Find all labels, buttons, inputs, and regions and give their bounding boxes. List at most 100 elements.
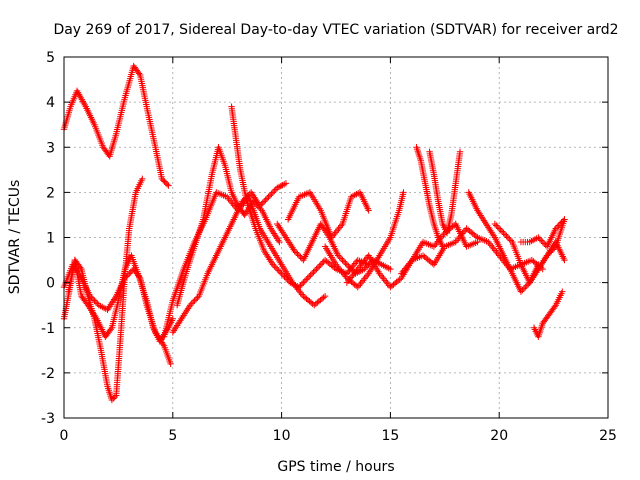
y-tick-label: 1	[46, 231, 55, 247]
data-point	[110, 395, 117, 402]
x-tick-label: 15	[381, 428, 399, 444]
data-point	[88, 294, 95, 301]
series-sat-n	[413, 144, 446, 250]
data-point	[362, 264, 369, 271]
data-point	[429, 260, 436, 267]
data-point	[121, 274, 129, 282]
series-sat-u	[526, 238, 568, 286]
data-point	[278, 270, 285, 277]
data-point	[472, 233, 480, 240]
data-point	[291, 247, 298, 255]
data-point	[111, 393, 118, 401]
tick-layer: 0 5 10 15 20 25 -3 -2 -1 0 1 2 3 4 5	[41, 50, 617, 444]
data-point	[276, 268, 284, 276]
data-point	[523, 282, 530, 289]
data-point	[365, 261, 372, 268]
data-point	[77, 264, 84, 271]
data-point	[301, 277, 309, 285]
data-point	[86, 292, 94, 300]
data-point	[491, 220, 499, 228]
data-point	[266, 192, 274, 199]
series-sat-t	[530, 288, 566, 340]
data-point	[275, 267, 282, 274]
data-point	[343, 261, 351, 268]
data-point	[536, 235, 544, 243]
data-point	[260, 198, 268, 205]
y-tick-label: -1	[41, 321, 55, 337]
data-point	[268, 190, 275, 198]
y-tick-label: -2	[41, 366, 55, 382]
data-point	[295, 283, 303, 291]
data-point	[265, 193, 272, 201]
data-point	[555, 222, 562, 229]
data-point	[242, 195, 249, 202]
data-point	[308, 270, 316, 277]
data-point	[188, 300, 195, 307]
data-point	[339, 256, 346, 264]
data-point	[282, 180, 290, 187]
data-point	[551, 303, 558, 310]
series-sat-a	[60, 62, 172, 189]
data-point	[334, 252, 342, 259]
data-point	[192, 295, 200, 303]
data-point	[92, 298, 100, 306]
data-point	[165, 182, 172, 189]
y-tick-label: 0	[46, 276, 55, 292]
data-point	[559, 217, 567, 225]
series-sat-g	[169, 252, 220, 336]
data-point	[561, 256, 568, 264]
data-point	[126, 270, 133, 277]
data-point	[307, 271, 314, 279]
data-point	[194, 294, 201, 301]
data-point	[540, 240, 548, 247]
data-point	[123, 273, 130, 280]
data-point	[361, 265, 368, 273]
data-point	[558, 219, 565, 226]
data-point	[263, 195, 271, 202]
data-point	[107, 326, 114, 333]
data-point	[292, 249, 300, 256]
data-point	[501, 231, 509, 238]
data-point	[135, 70, 143, 77]
data-point	[313, 265, 320, 273]
data-point	[396, 276, 403, 283]
data-point	[257, 205, 264, 213]
data-point	[269, 261, 277, 268]
data-point	[363, 262, 371, 270]
x-tick-label: 20	[490, 428, 508, 444]
data-point	[108, 396, 116, 404]
series-sat-o	[426, 148, 464, 237]
data-point	[295, 252, 303, 259]
data-point	[400, 189, 407, 196]
data-point	[321, 292, 329, 300]
series-sat-d	[60, 261, 174, 368]
data-point	[304, 274, 311, 282]
series-sat-i	[213, 180, 290, 259]
data-point	[124, 271, 132, 279]
data-point	[311, 267, 319, 274]
data-point	[494, 223, 501, 231]
data-point	[539, 238, 546, 246]
y-tick-label: 3	[46, 140, 55, 156]
data-point	[552, 225, 559, 232]
data-point	[348, 265, 355, 273]
y-tick-label: -3	[41, 411, 55, 427]
data-point	[89, 295, 97, 303]
data-point	[559, 288, 566, 295]
data-point	[310, 268, 317, 276]
data-point	[300, 279, 307, 286]
data-point	[269, 189, 277, 196]
series-sat-b	[60, 175, 146, 404]
data-point	[240, 196, 248, 204]
data-point	[504, 234, 512, 241]
data-point	[239, 198, 246, 205]
data-point	[503, 232, 510, 240]
data-point	[274, 265, 281, 273]
data-point	[500, 229, 507, 237]
data-point	[517, 288, 525, 295]
data-point	[507, 237, 515, 244]
data-point	[294, 250, 301, 258]
x-axis-label: GPS time / hours	[277, 459, 394, 475]
x-tick-label: 0	[60, 428, 69, 444]
data-point	[298, 280, 306, 288]
